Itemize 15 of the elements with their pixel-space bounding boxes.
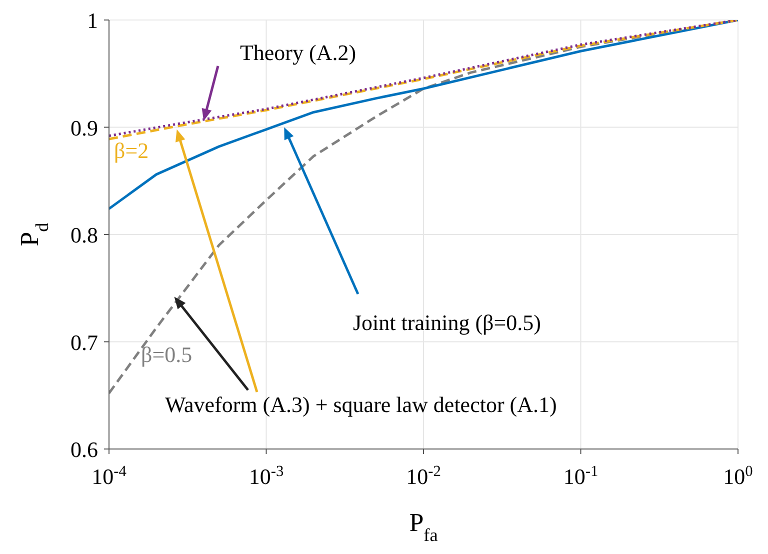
y-tick-label: 0.7	[70, 330, 98, 355]
y-tick-label: 0.9	[70, 115, 98, 140]
x-tick-label: 10$^{-1}$	[563, 462, 598, 489]
x-axis-title: P$_{fa}$	[409, 508, 438, 545]
annotation: Waveform (A.3) + square law detector (A.1)	[165, 392, 557, 417]
y-tick-label: 1	[87, 8, 98, 33]
legend-label: β=2	[114, 138, 149, 163]
x-tick-label: 10$^{-2}$	[406, 462, 441, 489]
y-tick-label: 0.8	[70, 222, 98, 248]
x-tick-label: 10$^{-4}$	[92, 462, 127, 489]
series-label: Theory (A.2)	[240, 40, 356, 65]
x-tick-label: 10$^{-3}$	[248, 462, 284, 489]
x-tick-label: 10$^{0}$	[723, 462, 754, 489]
y-tick-label: 0.6	[70, 437, 98, 462]
text: Joint training (β=0.5)	[353, 310, 541, 335]
